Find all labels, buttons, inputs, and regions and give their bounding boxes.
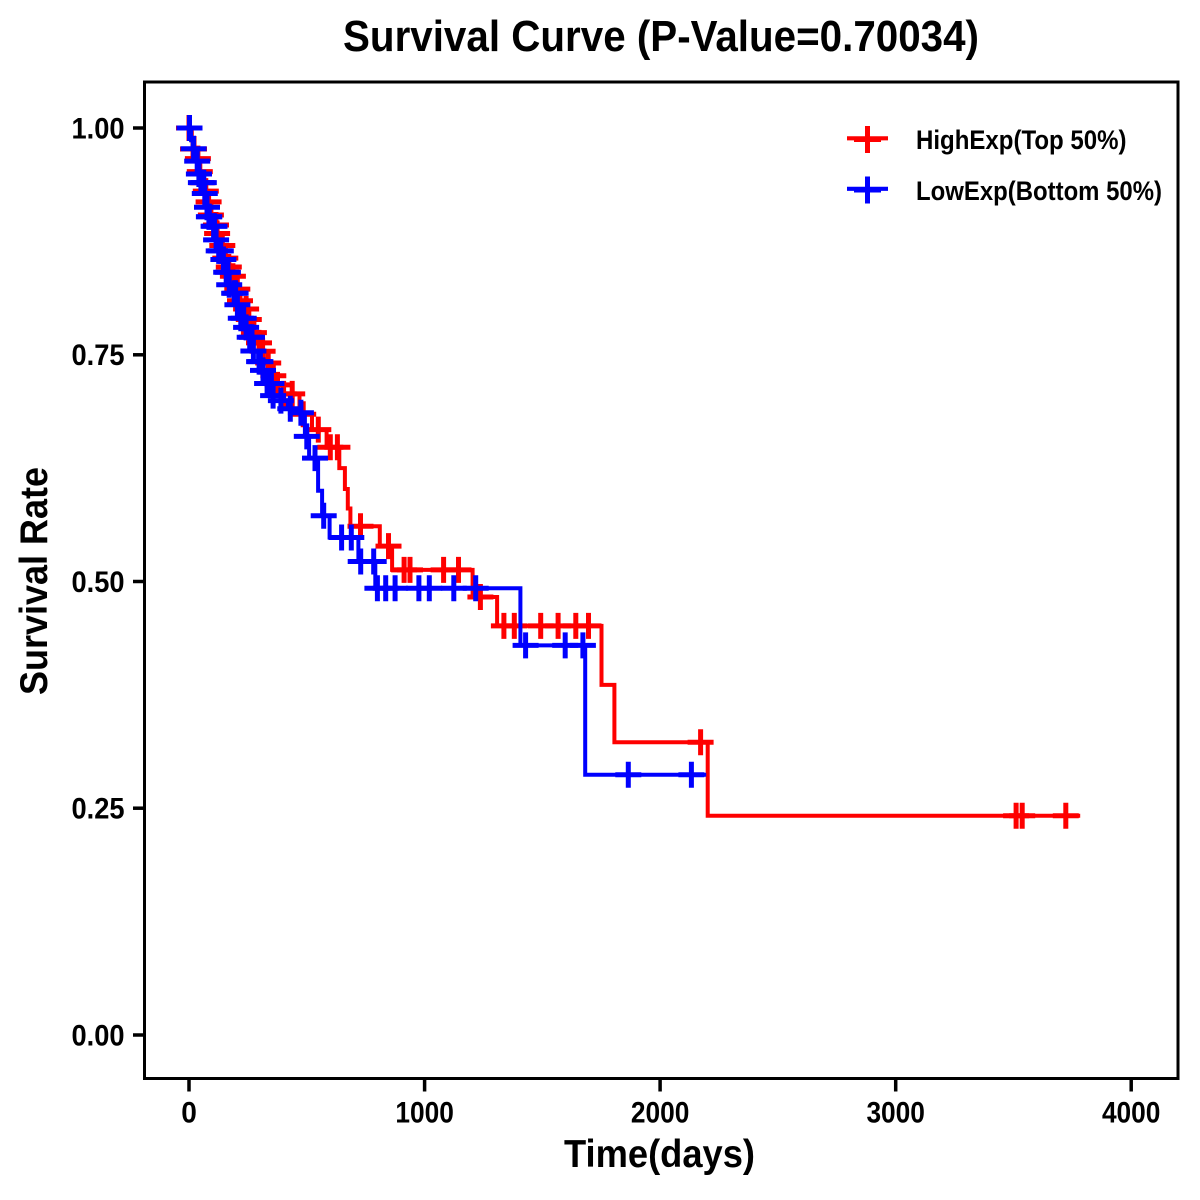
svg-text:0: 0: [181, 1097, 197, 1130]
svg-text:Time(days): Time(days): [564, 1133, 755, 1176]
svg-text:Survival Rate: Survival Rate: [13, 467, 56, 695]
svg-text:0.25: 0.25: [72, 793, 125, 826]
svg-text:1000: 1000: [395, 1097, 454, 1130]
svg-text:LowExp(Bottom 50%): LowExp(Bottom 50%): [916, 176, 1162, 206]
svg-text:3000: 3000: [866, 1097, 925, 1130]
svg-text:1.00: 1.00: [72, 112, 125, 145]
svg-text:2000: 2000: [631, 1097, 690, 1130]
svg-text:Survival Curve (P-Value=0.7003: Survival Curve (P-Value=0.70034): [343, 13, 979, 61]
svg-text:HighExp(Top 50%): HighExp(Top 50%): [916, 125, 1127, 155]
svg-text:0.75: 0.75: [72, 339, 125, 372]
svg-text:4000: 4000: [1102, 1097, 1161, 1130]
svg-text:0.00: 0.00: [72, 1019, 125, 1052]
svg-text:0.50: 0.50: [72, 566, 125, 599]
